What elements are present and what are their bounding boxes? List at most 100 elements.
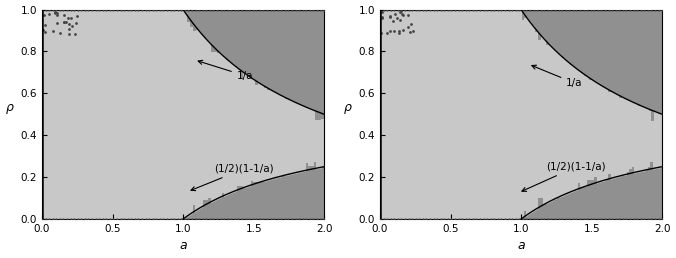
Point xyxy=(585,7,596,12)
Point xyxy=(190,7,201,12)
Point xyxy=(589,217,600,221)
Point xyxy=(650,7,660,12)
Point xyxy=(90,217,101,221)
Point xyxy=(265,7,276,12)
Point xyxy=(403,217,414,221)
Point xyxy=(439,7,450,12)
Point xyxy=(37,217,47,221)
Point xyxy=(489,7,500,12)
Point xyxy=(657,217,668,221)
Point xyxy=(514,217,525,221)
Point xyxy=(507,217,518,221)
Point xyxy=(97,7,108,12)
Point xyxy=(478,7,489,12)
Point xyxy=(122,7,133,12)
Point xyxy=(400,217,410,221)
Point xyxy=(625,7,635,12)
Point xyxy=(294,7,305,12)
Point xyxy=(219,217,230,221)
Point xyxy=(632,217,643,221)
Y-axis label: ρ: ρ xyxy=(343,101,352,114)
Point xyxy=(197,217,208,221)
Point xyxy=(471,217,482,221)
Point xyxy=(162,7,172,12)
Point xyxy=(194,217,205,221)
Point xyxy=(66,16,76,20)
Point xyxy=(147,7,158,12)
Point xyxy=(617,217,628,221)
Point xyxy=(244,7,255,12)
Point xyxy=(646,7,657,12)
Point xyxy=(79,217,90,221)
Point xyxy=(578,217,589,221)
Point xyxy=(567,217,578,221)
Point xyxy=(397,28,408,32)
Text: 1/a: 1/a xyxy=(532,65,583,88)
Point xyxy=(517,7,528,12)
Point xyxy=(635,7,646,12)
Point xyxy=(44,12,55,17)
Point xyxy=(617,7,628,12)
X-axis label: a: a xyxy=(517,239,525,252)
Point xyxy=(514,7,525,12)
Point xyxy=(432,7,443,12)
Point xyxy=(396,7,407,12)
Point xyxy=(276,217,287,221)
Point xyxy=(308,217,319,221)
Point xyxy=(294,217,305,221)
Point xyxy=(571,7,582,12)
Point xyxy=(457,7,468,12)
Point xyxy=(183,217,194,221)
Point xyxy=(79,7,90,12)
Point xyxy=(395,18,406,22)
Point xyxy=(272,217,283,221)
Point xyxy=(140,7,151,12)
Point xyxy=(521,7,532,12)
Point xyxy=(464,217,475,221)
Point xyxy=(58,7,69,12)
Point xyxy=(61,20,72,24)
Point xyxy=(55,7,66,12)
Point xyxy=(201,7,212,12)
Point xyxy=(70,21,81,26)
Point xyxy=(635,217,646,221)
Point xyxy=(600,217,610,221)
Point xyxy=(628,7,639,12)
Point xyxy=(165,217,176,221)
Point xyxy=(69,217,80,221)
Point xyxy=(51,217,62,221)
Point xyxy=(254,7,265,12)
Point xyxy=(395,9,406,13)
Point xyxy=(229,7,240,12)
Point xyxy=(108,7,119,12)
Point xyxy=(517,217,528,221)
Point xyxy=(385,14,396,18)
Point xyxy=(315,7,326,12)
Point xyxy=(417,217,428,221)
Point xyxy=(204,217,215,221)
Point xyxy=(112,217,122,221)
Point xyxy=(115,7,126,12)
Point xyxy=(94,217,105,221)
Point xyxy=(165,7,176,12)
Point xyxy=(262,7,272,12)
Point xyxy=(503,217,514,221)
Point xyxy=(244,217,255,221)
Point xyxy=(532,217,543,221)
Point xyxy=(621,7,632,12)
Point xyxy=(642,217,653,221)
Point xyxy=(403,7,414,12)
Point xyxy=(40,217,51,221)
Point xyxy=(229,217,240,221)
Point xyxy=(589,7,600,12)
Point xyxy=(251,217,262,221)
Point xyxy=(62,217,72,221)
Point xyxy=(37,7,47,12)
Point xyxy=(237,217,247,221)
Point xyxy=(535,7,546,12)
Point xyxy=(290,7,301,12)
Point xyxy=(610,7,621,12)
Point xyxy=(226,7,237,12)
Point xyxy=(63,16,74,20)
Point xyxy=(212,7,222,12)
